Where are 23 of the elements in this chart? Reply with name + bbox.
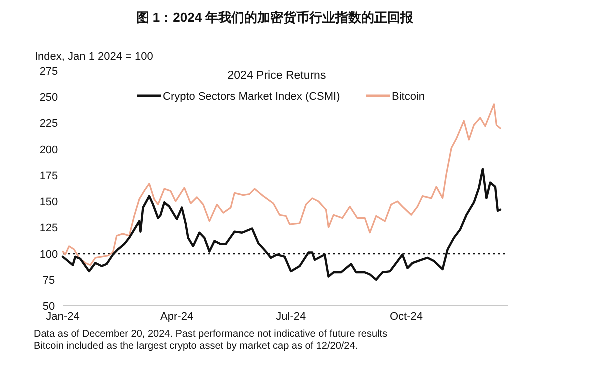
legend-label: Crypto Sectors Market Index (CSMI) xyxy=(163,91,340,103)
y-tick-label: 275 xyxy=(40,66,58,78)
y-tick-label: 200 xyxy=(40,144,58,156)
y-tick-label: 225 xyxy=(40,118,58,130)
y-tick-label: 175 xyxy=(40,170,58,182)
y-tick-label: 100 xyxy=(40,248,58,261)
line-series xyxy=(62,168,502,281)
x-tick-label: Apr-24 xyxy=(160,311,194,323)
chart-subtitle: 2024 Price Returns xyxy=(228,70,326,82)
x-tick-label: Jan-24 xyxy=(46,311,80,323)
y-tick-label: 250 xyxy=(40,92,58,104)
y-tick-label: 125 xyxy=(40,222,58,235)
chart-title: 图 1：2024 年我们的加密货币行业指数的正回报 xyxy=(136,10,415,25)
y-axis-title: Index, Jan 1 2024 = 100 xyxy=(35,51,154,63)
x-tick-label: Jul-24 xyxy=(276,311,306,323)
x-tick-label: Oct-24 xyxy=(390,311,423,323)
line-series xyxy=(62,104,502,266)
y-tick-label: 50 xyxy=(42,301,56,313)
y-tick-label: 150 xyxy=(40,196,58,209)
text: Bitcoin included as the largest crypto asset by market cap as of 12/20/24. xyxy=(34,341,358,352)
y-tick-label: 75 xyxy=(42,274,56,287)
text: Data as of December 20, 2024. Past performance not indicative of future results xyxy=(34,329,388,340)
legend-label: Bitcoin xyxy=(392,91,426,103)
